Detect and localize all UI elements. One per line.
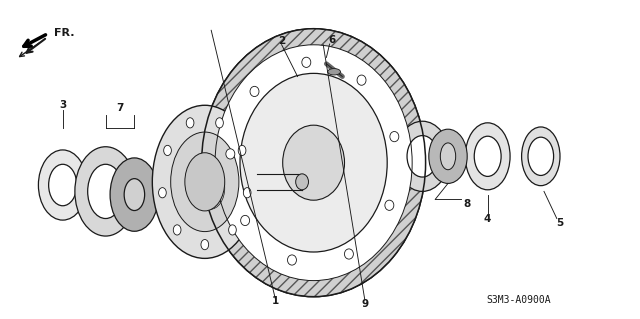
Ellipse shape (159, 188, 166, 198)
Text: 2: 2 (278, 36, 285, 47)
Ellipse shape (344, 249, 353, 259)
Text: FR.: FR. (54, 28, 75, 38)
Ellipse shape (296, 174, 308, 190)
Ellipse shape (407, 136, 438, 177)
Ellipse shape (215, 45, 412, 281)
Ellipse shape (241, 215, 250, 226)
Ellipse shape (124, 179, 145, 211)
Ellipse shape (474, 136, 501, 176)
Ellipse shape (250, 86, 259, 97)
Ellipse shape (164, 145, 172, 156)
Ellipse shape (195, 167, 225, 209)
Ellipse shape (240, 73, 387, 252)
Ellipse shape (528, 137, 554, 175)
Ellipse shape (226, 149, 235, 159)
Ellipse shape (385, 200, 394, 210)
Ellipse shape (302, 57, 311, 67)
Text: 9: 9 (361, 299, 369, 309)
Ellipse shape (328, 69, 340, 75)
Text: 1: 1 (271, 296, 279, 307)
Ellipse shape (287, 255, 296, 265)
Ellipse shape (110, 158, 159, 231)
Ellipse shape (201, 240, 209, 250)
Ellipse shape (429, 129, 467, 183)
Ellipse shape (38, 150, 87, 220)
Ellipse shape (75, 147, 136, 236)
Ellipse shape (357, 75, 366, 85)
Ellipse shape (522, 127, 560, 186)
Text: S3M3-A0900A: S3M3-A0900A (486, 295, 550, 305)
Ellipse shape (152, 105, 257, 258)
Ellipse shape (465, 123, 510, 190)
Ellipse shape (215, 45, 412, 281)
Text: 6: 6 (328, 35, 335, 45)
Ellipse shape (49, 164, 77, 206)
Ellipse shape (88, 164, 124, 219)
Text: 3: 3 (59, 100, 67, 110)
Ellipse shape (243, 188, 251, 198)
Text: 7: 7 (116, 103, 124, 114)
Ellipse shape (390, 131, 399, 142)
Ellipse shape (202, 29, 426, 297)
Ellipse shape (202, 29, 426, 297)
Ellipse shape (238, 145, 246, 156)
Text: 5: 5 (556, 218, 564, 228)
Ellipse shape (171, 132, 239, 232)
Text: 8: 8 (463, 199, 471, 209)
Ellipse shape (173, 225, 181, 235)
Ellipse shape (396, 121, 449, 191)
Ellipse shape (185, 153, 225, 211)
Ellipse shape (186, 118, 194, 128)
Ellipse shape (216, 118, 223, 128)
Ellipse shape (440, 143, 456, 170)
Ellipse shape (228, 225, 236, 235)
Text: 4: 4 (484, 213, 492, 224)
Ellipse shape (283, 125, 344, 200)
